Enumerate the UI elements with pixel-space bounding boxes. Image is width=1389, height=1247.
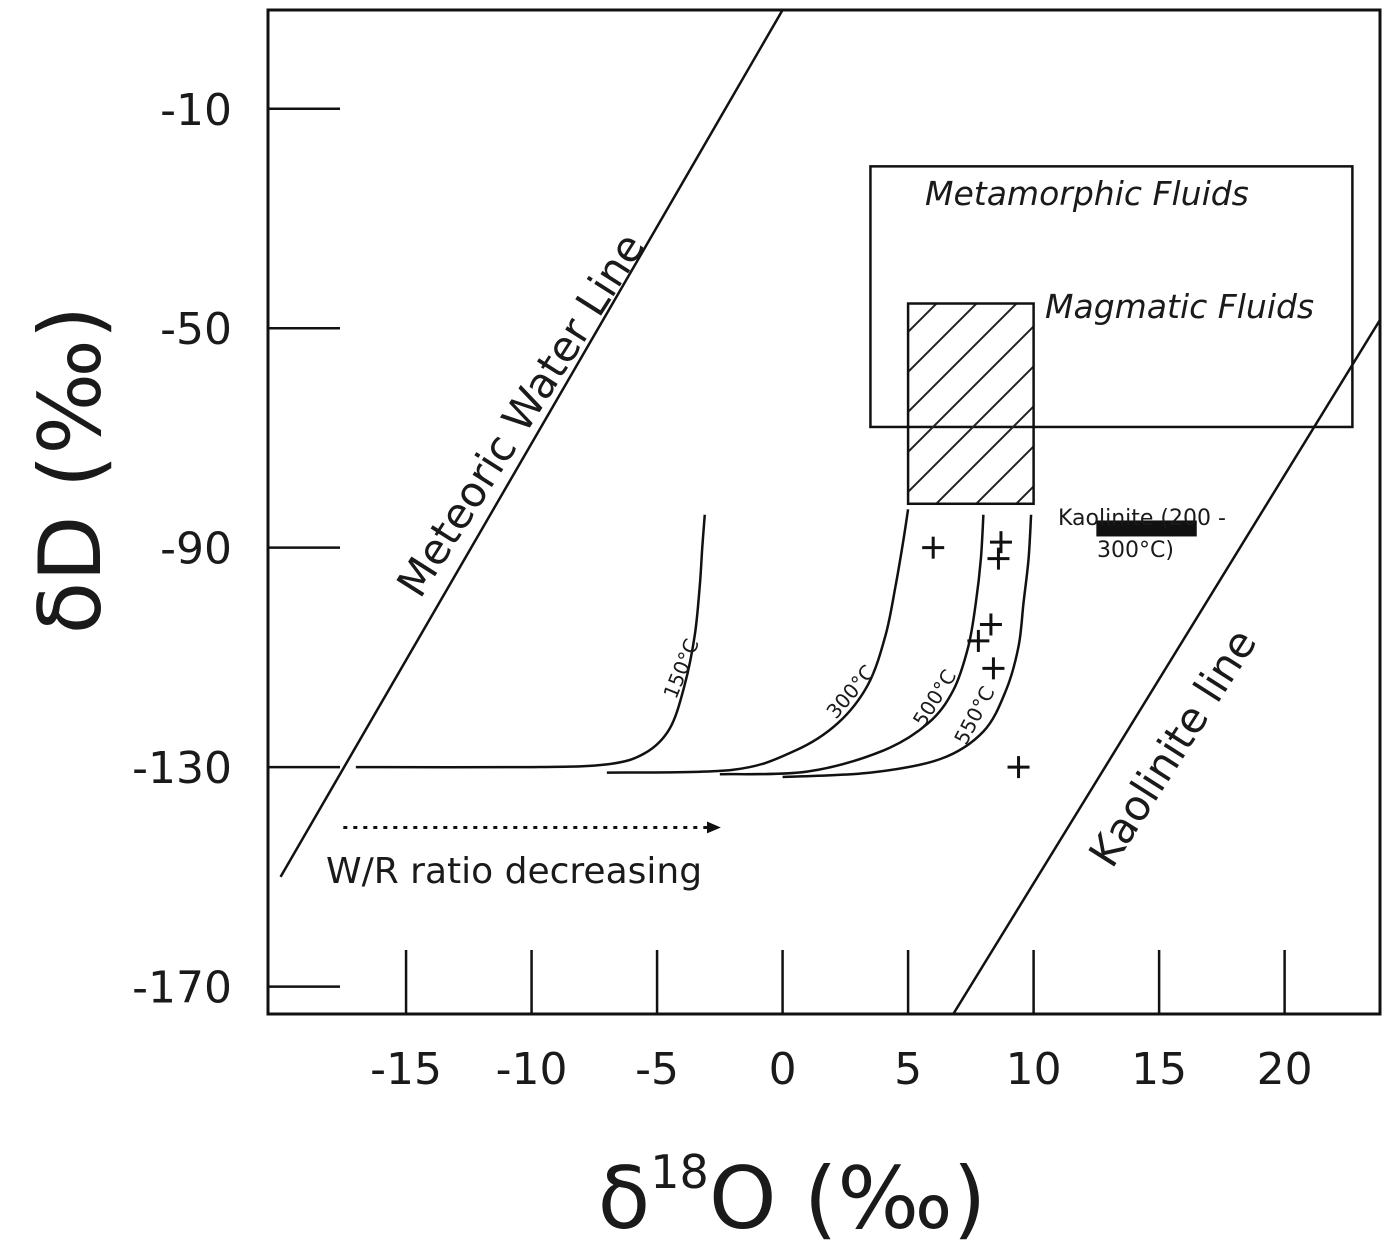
sample-points <box>922 531 1030 779</box>
x-axis-title-prefix: δ <box>598 1149 651 1247</box>
x-axis-title: δ18O (‰) <box>598 1145 987 1247</box>
x-tick-label--10: -10 <box>496 1044 568 1095</box>
kaolinite-line-line <box>952 317 1380 1014</box>
curve-150 <box>355 514 707 769</box>
x-tick-label--5: -5 <box>635 1044 679 1095</box>
sample-point <box>922 536 945 559</box>
fluid-regions <box>869 165 1354 506</box>
metamorphic-fluids-label: Metamorphic Fluids <box>925 174 1249 213</box>
curve-label-550: 550°C <box>949 682 999 748</box>
tick-labels: -15 -10 -5 0 5 10 15 20-10-50-90-130-170 <box>132 85 1312 1095</box>
kaolinite-note-line1: Kaolinite (200 - <box>1058 506 1226 531</box>
curve-500 <box>719 514 985 776</box>
x-tick-label-10: 10 <box>1006 1044 1062 1095</box>
sample-point <box>982 657 1005 680</box>
kaolinite-bar <box>1096 520 1197 537</box>
sample-point <box>1007 756 1030 779</box>
y-tick-label--10: -10 <box>160 85 232 136</box>
x-tick-label-20: 20 <box>1257 1044 1313 1095</box>
x-tick-label-0: 0 <box>769 1044 797 1095</box>
curve-300 <box>606 509 910 774</box>
curve-label-300: 300°C <box>821 660 879 723</box>
sample-point <box>979 613 1002 636</box>
x-tick-label--15: -15 <box>370 1044 442 1095</box>
y-tick-label--130: -130 <box>132 743 232 794</box>
magmatic-fluids-label: Magmatic Fluids <box>1045 287 1314 326</box>
temperature-curves <box>355 509 1033 779</box>
curve-label-150: 150°C <box>658 635 704 702</box>
y-axis-title: δD (‰) <box>21 306 121 635</box>
y-tick-label--90: -90 <box>160 524 232 575</box>
x-axis-title-suffix: O (‰) <box>709 1149 987 1247</box>
meteoric-water-line-label: Meteoric Water Line <box>387 224 654 605</box>
kaolinite-note-line2: 300°C) <box>1097 538 1174 563</box>
y-tick-label--170: -170 <box>132 963 232 1014</box>
magmatic-fluids-box <box>906 302 1035 506</box>
x-tick-label-15: 15 <box>1131 1044 1187 1095</box>
sample-point <box>989 531 1012 554</box>
x-axis-title-sup: 18 <box>650 1145 709 1199</box>
meteoric-water-line-line <box>279 10 784 878</box>
sample-point <box>967 629 990 652</box>
curve-550 <box>782 514 1033 779</box>
wr-ratio-label: W/R ratio decreasing <box>326 851 702 892</box>
reference-lines <box>279 10 1380 1014</box>
sample-point <box>987 547 1010 570</box>
y-tick-label--50: -50 <box>160 304 232 355</box>
curve-label-500: 500°C <box>908 665 961 730</box>
x-tick-label-5: 5 <box>894 1044 922 1095</box>
metamorphic-fluids-box <box>869 165 1354 429</box>
kaolinite-bar-group <box>1096 520 1197 537</box>
axis-ticks <box>268 107 1286 1014</box>
plot-frame <box>266 8 1382 1016</box>
